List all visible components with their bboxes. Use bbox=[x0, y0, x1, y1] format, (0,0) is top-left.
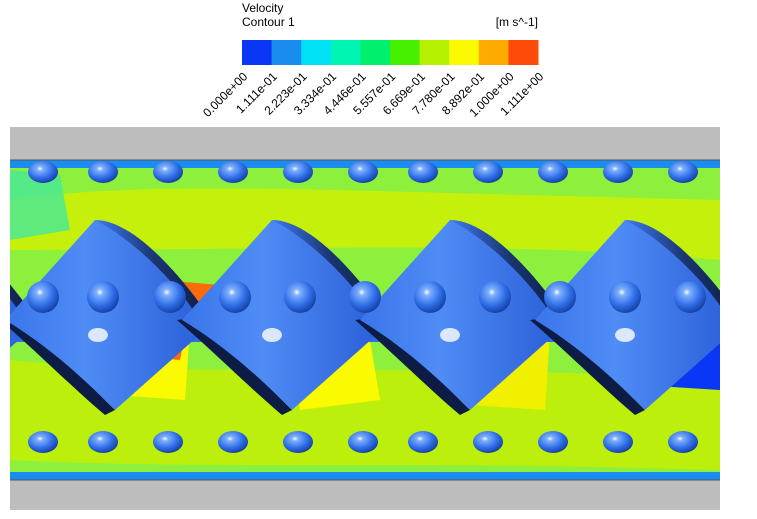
top-dome bbox=[473, 161, 503, 183]
screw-blade bbox=[355, 318, 470, 415]
legend-subtitle: Contour 1 bbox=[242, 15, 295, 29]
top-dome bbox=[283, 161, 313, 183]
bottom-dome bbox=[218, 431, 248, 453]
middle-ball bbox=[219, 281, 251, 313]
top-dome bbox=[668, 161, 698, 183]
top-dome bbox=[153, 161, 183, 183]
top-dome bbox=[538, 161, 568, 183]
bottom-dome bbox=[28, 431, 58, 453]
screw-shaft bbox=[10, 220, 205, 410]
screw-shaft bbox=[182, 220, 382, 410]
middle-ball bbox=[27, 281, 59, 313]
top-dome bbox=[28, 161, 58, 183]
middle-ball bbox=[87, 281, 119, 313]
shaft-highlight bbox=[262, 328, 282, 342]
shaft-highlight bbox=[88, 328, 108, 342]
colorbar-band bbox=[508, 40, 539, 65]
top-dome bbox=[218, 161, 248, 183]
middle-ball bbox=[349, 281, 381, 313]
legend-title: Velocity bbox=[242, 1, 283, 15]
bottom-dome bbox=[603, 431, 633, 453]
colorbar-band bbox=[242, 40, 273, 65]
middle-ball bbox=[284, 281, 316, 313]
bottom-dome bbox=[538, 431, 568, 453]
legend-unit: [m s^-1] bbox=[496, 15, 538, 29]
bottom-dome bbox=[88, 431, 118, 453]
screw-blade bbox=[530, 318, 645, 415]
colorbar-band bbox=[478, 40, 509, 65]
colorbar-band bbox=[271, 40, 302, 65]
middle-ball bbox=[154, 281, 186, 313]
colorbar-band bbox=[390, 40, 421, 65]
top-dome bbox=[88, 161, 118, 183]
top-dome bbox=[348, 161, 378, 183]
colorbar-labels: 0.000e+001.111e-012.223e-013.334e-014.44… bbox=[200, 69, 546, 119]
colorbar-band bbox=[419, 40, 450, 65]
bottom-dome bbox=[668, 431, 698, 453]
middle-ball bbox=[544, 281, 576, 313]
bottom-dome bbox=[348, 431, 378, 453]
bottom-dome bbox=[283, 431, 313, 453]
top-wall bbox=[10, 127, 720, 160]
middle-ball bbox=[674, 281, 706, 313]
bottom-dome bbox=[473, 431, 503, 453]
screw-shaft bbox=[360, 220, 560, 410]
screw-blade bbox=[10, 318, 115, 415]
top-dome bbox=[603, 161, 633, 183]
top-dome bbox=[408, 161, 438, 183]
screw-shaft bbox=[535, 220, 720, 410]
bottom-dome bbox=[153, 431, 183, 453]
shaft-highlight bbox=[615, 328, 635, 342]
flow-field bbox=[10, 160, 720, 480]
screw-blade bbox=[177, 318, 292, 415]
colorbar-band bbox=[360, 40, 391, 65]
shaft-highlight bbox=[440, 328, 460, 342]
bottom-wall bbox=[10, 480, 720, 510]
middle-ball bbox=[609, 281, 641, 313]
colorbar-band bbox=[301, 40, 332, 65]
middle-ball bbox=[479, 281, 511, 313]
domain bbox=[10, 127, 720, 510]
bottom-dome bbox=[408, 431, 438, 453]
colorbar bbox=[242, 40, 539, 65]
middle-ball bbox=[414, 281, 446, 313]
colorbar-band bbox=[330, 40, 361, 65]
colorbar-band bbox=[449, 40, 480, 65]
